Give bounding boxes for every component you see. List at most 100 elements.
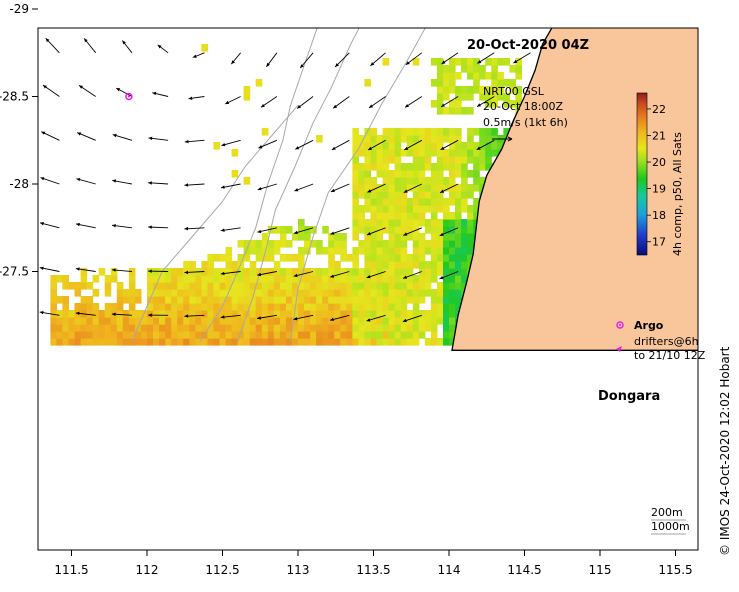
- sst-pixel: [328, 254, 335, 262]
- sst-pixel: [364, 184, 371, 192]
- sst-pixel: [370, 191, 378, 199]
- sst-pixel: [400, 331, 408, 339]
- sst-pixel: [388, 135, 396, 143]
- current-vector-head: [112, 224, 116, 228]
- sst-pixel: [449, 65, 456, 73]
- sst-pixel: [141, 338, 148, 346]
- sst-pixel: [436, 226, 444, 234]
- sst-pixel: [412, 128, 420, 136]
- sst-pixel: [279, 254, 287, 262]
- lat-tick-label: -28.5: [0, 90, 29, 104]
- sst-pixel: [394, 170, 402, 178]
- sst-pixel: [207, 324, 214, 332]
- sst-pixel: [104, 289, 112, 297]
- current-vector: [90, 0, 96, 9]
- sst-pixel: [207, 261, 214, 269]
- sst-pixel: [255, 324, 263, 332]
- sst-pixel: [304, 247, 311, 255]
- sst-pixel: [376, 135, 384, 143]
- sst-pixel: [491, 65, 498, 73]
- sst-pixel: [147, 303, 154, 311]
- sst-pixel: [195, 324, 202, 332]
- sst-pixel: [153, 331, 160, 339]
- sst-pixel: [430, 240, 438, 248]
- sst-pixel: [279, 317, 287, 325]
- sst-pixel: [50, 296, 57, 304]
- sst-pixel: [207, 289, 214, 297]
- current-vector: [304, 9, 313, 27]
- sst-pixel: [225, 296, 233, 304]
- sst-pixel: [503, 93, 510, 101]
- sst-pixel: [171, 296, 178, 304]
- sst-pixel: [267, 289, 275, 297]
- sst-pixel: [412, 198, 420, 206]
- sst-pixel: [201, 268, 208, 276]
- sst-pixel: [267, 240, 275, 248]
- sst-pixel: [412, 170, 420, 178]
- sst-pixel: [316, 338, 323, 346]
- sst-pixel: [418, 128, 426, 136]
- sst-pixel: [219, 324, 227, 332]
- sst-pixel: [382, 247, 390, 255]
- sst-pixel: [370, 338, 378, 346]
- current-vector-head: [257, 229, 262, 234]
- sst-pixel: [467, 254, 474, 262]
- sst-pixel: [430, 303, 438, 311]
- sst-pixel: [394, 219, 402, 227]
- isobath-legend-1000: 1000m: [651, 520, 690, 533]
- isobath-legend: 200m 1000m: [651, 506, 690, 535]
- sst-pixel: [406, 163, 414, 171]
- sst-pixel: [394, 156, 402, 164]
- sst-pixel: [382, 156, 390, 164]
- sst-pixel: [364, 233, 371, 241]
- sst-pixel: [491, 72, 498, 80]
- sst-pixel: [159, 324, 166, 332]
- sst-pixel: [195, 282, 202, 290]
- sst-pixel: [273, 338, 281, 346]
- sst-pixel: [285, 289, 293, 297]
- sst-pixel: [443, 233, 450, 241]
- sst-pixel: [110, 317, 118, 325]
- sst-pixel: [153, 289, 160, 297]
- sst-pixel: [237, 303, 245, 311]
- sst-pixel: [370, 149, 378, 157]
- sst-pixel: [243, 86, 251, 94]
- sst-pixel: [455, 233, 462, 241]
- sst-pixel: [195, 296, 202, 304]
- sst-pixel: [424, 219, 432, 227]
- sst-pixel: [406, 184, 414, 192]
- sst-pixel: [231, 338, 239, 346]
- sst-pixel: [364, 191, 371, 199]
- sst-pixel: [406, 331, 414, 339]
- sst-pixel: [412, 324, 420, 332]
- sst-pixel: [406, 282, 414, 290]
- sst-pixel: [455, 198, 462, 206]
- sst-pixel: [273, 324, 281, 332]
- sst-pixel: [364, 177, 371, 185]
- sst-pixel: [400, 177, 408, 185]
- sst-pixel: [436, 128, 444, 136]
- sst-pixel: [285, 282, 293, 290]
- sst-pixel: [267, 338, 275, 346]
- sst-pixel: [231, 149, 239, 157]
- sst-pixel: [189, 338, 196, 346]
- sst-pixel: [298, 261, 305, 269]
- sst-pixel: [183, 310, 190, 318]
- sst-pixel: [74, 303, 82, 311]
- sst-pixel: [430, 100, 438, 108]
- sst-pixel: [449, 177, 456, 185]
- sst-pixel: [195, 331, 202, 339]
- sst-pixel: [298, 268, 305, 276]
- sst-pixel: [298, 338, 305, 346]
- sst-pixel: [292, 233, 299, 241]
- sst-pixel: [231, 324, 239, 332]
- current-vector: [273, 9, 277, 26]
- sst-pixel: [430, 198, 438, 206]
- sst-pixel: [261, 275, 269, 283]
- sst-pixel: [249, 338, 257, 346]
- sst-pixel: [159, 275, 166, 283]
- sst-pixel: [316, 282, 323, 290]
- sst-pixel: [128, 338, 136, 346]
- sst-pixel: [485, 72, 492, 80]
- sst-pixel: [479, 86, 486, 94]
